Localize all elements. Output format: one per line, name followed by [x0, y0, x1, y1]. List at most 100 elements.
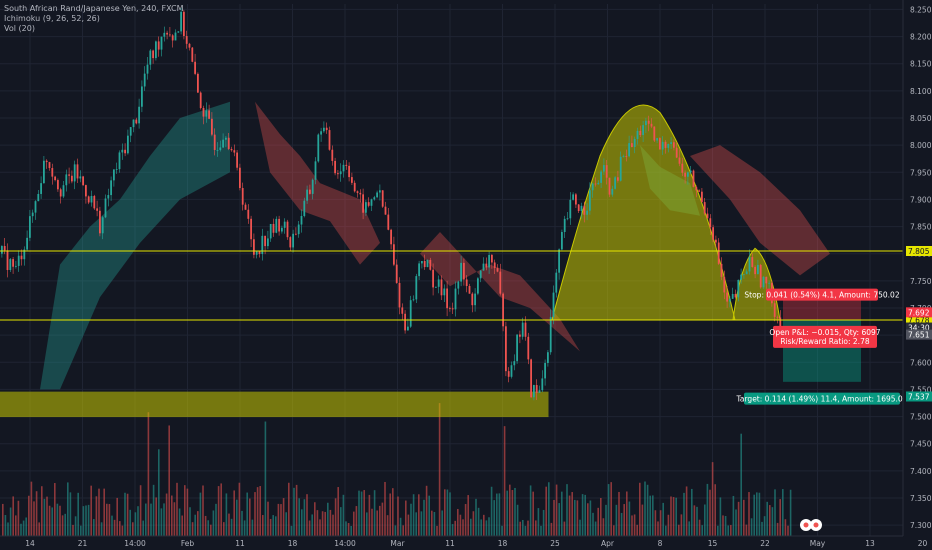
volume-bar	[186, 488, 189, 536]
indicator-ichimoku[interactable]: Ichimoku (9, 26, 52, 26)	[4, 14, 100, 23]
price-tag-bg	[906, 329, 932, 340]
volume-bar	[397, 496, 399, 536]
volume-bar	[277, 503, 280, 536]
candle-body	[233, 150, 236, 153]
volume-bar	[251, 519, 254, 536]
volume-bar	[542, 509, 545, 536]
volume-bar	[225, 493, 228, 536]
volume-bar	[732, 495, 735, 536]
volume-bar	[9, 507, 12, 536]
symbol-title[interactable]: South African Rand/Japanese Yen, 240, FX…	[4, 4, 184, 13]
right-shoulder	[732, 247, 781, 321]
candle-body	[73, 164, 76, 182]
volume-bar	[571, 492, 573, 536]
volume-bar	[519, 521, 521, 536]
volume-bar	[433, 511, 436, 536]
candle-body	[591, 183, 594, 191]
candle-body	[435, 286, 437, 288]
volume-bar	[553, 499, 555, 536]
candle-body	[404, 313, 406, 331]
volume-bar	[667, 514, 670, 536]
volume-bar	[293, 487, 295, 536]
volume-bar	[709, 489, 711, 536]
volume-bar	[51, 507, 53, 536]
volume-bar	[77, 492, 79, 536]
volume-bar	[155, 497, 157, 536]
volume-bar	[639, 482, 641, 536]
volume-bar	[30, 481, 33, 536]
volume-bar	[389, 493, 391, 536]
cloud-segment	[40, 101, 230, 390]
candle-body	[99, 210, 101, 234]
candle-body	[96, 208, 98, 211]
volume-bar	[693, 505, 696, 536]
volume-bar	[698, 519, 701, 536]
candle-body	[605, 165, 608, 178]
candle-body	[393, 244, 395, 265]
volume-bar	[464, 504, 467, 536]
volume-bar	[363, 490, 365, 536]
volume-bar	[360, 491, 363, 536]
candle-body	[496, 268, 499, 272]
volume-bar	[449, 492, 451, 536]
candle-body	[407, 326, 409, 331]
price-tag-bg	[906, 246, 932, 256]
volume-bar	[74, 516, 77, 536]
volume-bar	[236, 499, 238, 536]
volume-bar	[54, 483, 56, 536]
volume-bars	[2, 403, 792, 536]
candle-body	[29, 216, 31, 238]
candle-body	[667, 143, 670, 148]
candle-body	[423, 261, 426, 268]
volume-bar	[776, 522, 779, 536]
candle-body	[491, 254, 493, 263]
candle-body	[779, 317, 782, 334]
candle-body	[359, 192, 362, 195]
candle-body	[740, 274, 742, 280]
volume-bar	[761, 521, 763, 536]
candle-body	[124, 149, 126, 154]
volume-bar	[748, 492, 750, 536]
candle-body	[731, 293, 734, 299]
volume-bar	[782, 489, 784, 536]
candle-body	[244, 204, 247, 210]
candle-body	[328, 130, 331, 150]
candle-body	[743, 274, 745, 276]
volume-bar	[683, 492, 685, 536]
candle-body	[194, 61, 196, 74]
price-tick-label: 7.400	[910, 467, 932, 476]
volume-bar	[753, 494, 755, 536]
volume-bar	[371, 508, 373, 536]
volume-bar	[446, 489, 449, 536]
candle-body	[600, 171, 602, 183]
candle-body	[460, 262, 462, 282]
candle-body	[530, 359, 532, 398]
candle-body	[586, 210, 588, 215]
candle-body	[278, 218, 280, 232]
indicator-volume[interactable]: Vol (20)	[4, 24, 35, 33]
volume-bar	[626, 491, 628, 536]
candle-body	[118, 152, 121, 170]
volume-bar	[431, 510, 433, 536]
volume-bar	[501, 525, 503, 536]
volume-bar	[420, 511, 423, 536]
volume-bar	[46, 496, 48, 536]
volume-bar	[259, 486, 261, 536]
candle-body	[608, 177, 611, 195]
volume-bar	[470, 518, 472, 536]
candle-body	[188, 43, 191, 48]
candle-body	[421, 261, 423, 264]
volume-bar	[646, 484, 649, 536]
candle-body	[345, 164, 348, 166]
volume-bar	[85, 505, 87, 536]
candle-body	[527, 336, 530, 360]
volume-bar	[563, 521, 566, 536]
candle-body	[381, 190, 384, 207]
candle-body	[177, 31, 180, 33]
volume-bar	[763, 516, 766, 536]
price-tag-bg	[906, 322, 932, 333]
candle-body	[737, 279, 740, 298]
candle-body	[619, 156, 622, 181]
volume-bar	[555, 484, 558, 536]
